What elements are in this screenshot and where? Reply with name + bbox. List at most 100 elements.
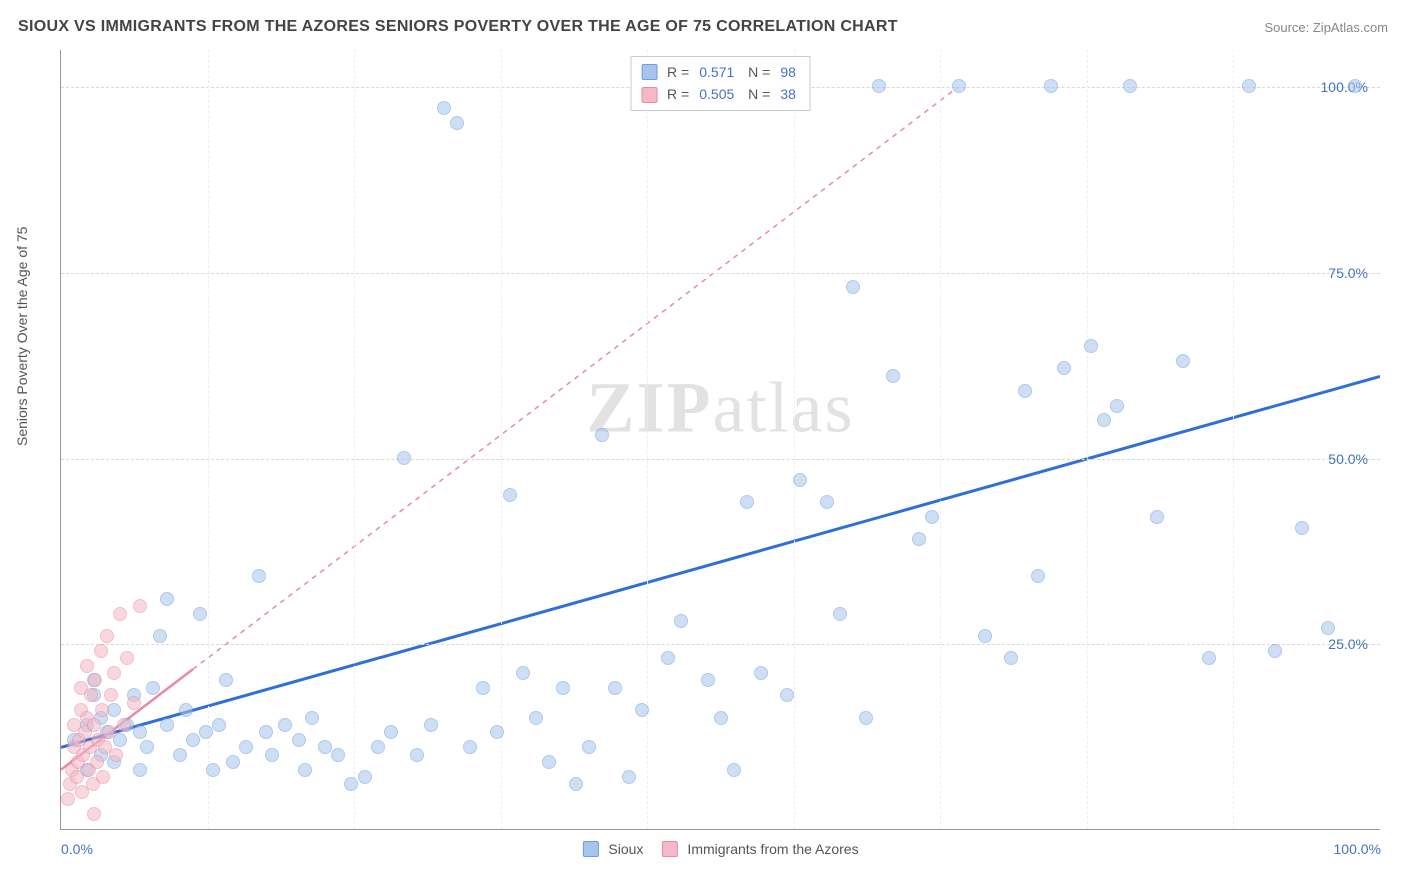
data-point <box>556 681 570 695</box>
data-point <box>529 711 543 725</box>
data-point <box>912 532 926 546</box>
y-tick-label: 75.0% <box>1328 265 1368 281</box>
data-point <box>80 659 94 673</box>
data-point <box>490 725 504 739</box>
data-point <box>87 718 101 732</box>
data-point <box>740 495 754 509</box>
data-point <box>463 740 477 754</box>
data-point <box>595 428 609 442</box>
data-point <box>1242 79 1256 93</box>
data-point <box>727 763 741 777</box>
data-point <box>569 777 583 791</box>
correlation-legend: R = 0.571 N = 98 R = 0.505 N = 38 <box>630 56 811 111</box>
data-point <box>61 792 75 806</box>
data-point <box>252 569 266 583</box>
stat-r-azores: 0.505 <box>699 83 734 105</box>
chart-title: SIOUX VS IMMIGRANTS FROM THE AZORES SENI… <box>18 18 898 36</box>
data-point <box>84 688 98 702</box>
data-point <box>127 696 141 710</box>
data-point <box>1031 569 1045 583</box>
data-point <box>331 748 345 762</box>
data-point <box>113 733 127 747</box>
stat-label: N = <box>744 83 770 105</box>
data-point <box>714 711 728 725</box>
data-point <box>542 755 556 769</box>
watermark: ZIPatlas <box>587 367 855 450</box>
data-point <box>193 607 207 621</box>
data-point <box>90 755 104 769</box>
data-point <box>102 725 116 739</box>
data-point <box>278 718 292 732</box>
data-point <box>886 369 900 383</box>
data-point <box>104 688 118 702</box>
data-point <box>298 763 312 777</box>
data-point <box>305 711 319 725</box>
stat-label: R = <box>667 83 689 105</box>
data-point <box>265 748 279 762</box>
x-tick-label: 100.0% <box>1334 841 1381 857</box>
y-tick-label: 50.0% <box>1328 451 1368 467</box>
data-point <box>186 733 200 747</box>
data-point <box>133 725 147 739</box>
data-point <box>622 770 636 784</box>
data-point <box>109 748 123 762</box>
data-point <box>424 718 438 732</box>
data-point <box>582 740 596 754</box>
data-point <box>179 703 193 717</box>
data-point <box>259 725 273 739</box>
data-point <box>978 629 992 643</box>
data-point <box>1004 651 1018 665</box>
data-point <box>476 681 490 695</box>
stat-n-sioux: 98 <box>780 61 796 83</box>
data-point <box>661 651 675 665</box>
data-point <box>833 607 847 621</box>
data-point <box>872 79 886 93</box>
data-point <box>206 763 220 777</box>
data-point <box>1123 79 1137 93</box>
legend-row-azores: R = 0.505 N = 38 <box>641 83 800 105</box>
y-axis-label: Seniors Poverty Over the Age of 75 <box>14 227 30 446</box>
swatch-azores <box>661 841 677 857</box>
data-point <box>1295 521 1309 535</box>
data-point <box>384 725 398 739</box>
data-point <box>140 740 154 754</box>
series-legend: Sioux Immigrants from the Azores <box>582 841 858 857</box>
legend-item-azores: Immigrants from the Azores <box>661 841 858 857</box>
stat-r-sioux: 0.571 <box>699 61 734 83</box>
data-point <box>1348 79 1362 93</box>
gridline-h <box>61 273 1380 274</box>
gridline-v <box>1233 50 1234 829</box>
data-point <box>173 748 187 762</box>
data-point <box>635 703 649 717</box>
data-point <box>846 280 860 294</box>
data-point <box>94 644 108 658</box>
data-point <box>344 777 358 791</box>
data-point <box>859 711 873 725</box>
data-point <box>1110 399 1124 413</box>
x-tick-label: 0.0% <box>61 841 93 857</box>
gridline-v <box>940 50 941 829</box>
gridline-v <box>501 50 502 829</box>
source-label: Source: ZipAtlas.com <box>1264 20 1388 35</box>
stat-n-azores: 38 <box>780 83 796 105</box>
data-point <box>292 733 306 747</box>
data-point <box>133 599 147 613</box>
data-point <box>1268 644 1282 658</box>
legend-label: Immigrants from the Azores <box>687 841 858 857</box>
data-point <box>239 740 253 754</box>
data-point <box>113 607 127 621</box>
data-point <box>450 116 464 130</box>
data-point <box>952 79 966 93</box>
data-point <box>1176 354 1190 368</box>
data-point <box>1097 413 1111 427</box>
data-point <box>88 673 102 687</box>
gridline-v <box>794 50 795 829</box>
data-point <box>780 688 794 702</box>
legend-label: Sioux <box>608 841 643 857</box>
data-point <box>219 673 233 687</box>
data-point <box>516 666 530 680</box>
data-point <box>1202 651 1216 665</box>
scatter-plot-area: ZIPatlas R = 0.571 N = 98 R = 0.505 N = … <box>60 50 1380 830</box>
data-point <box>95 703 109 717</box>
data-point <box>754 666 768 680</box>
